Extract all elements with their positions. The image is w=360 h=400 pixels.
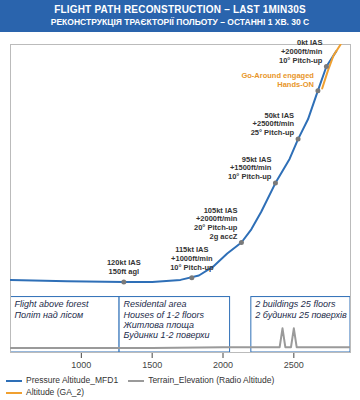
svg-text:2 buildings 25 floors2 будинки: 2 buildings 25 floors2 будинки 25 поверх… <box>254 299 347 319</box>
html-text:FLIGHT PATH RECONSTRUCTION – L: FLIGHT PATH RECONSTRUCTION – LAST 1MIN30… <box>54 4 306 15</box>
svg-text:1000: 1000 <box>71 360 91 370</box>
html-text:Terrain_Elevation (Radio Altit: Terrain_Elevation (Radio Altitude) <box>148 375 275 385</box>
svg-text:2000: 2000 <box>213 360 233 370</box>
html-text:Pressure Altitude_MFD1: Pressure Altitude_MFD1 <box>26 375 119 385</box>
svg-text:2500: 2500 <box>284 360 304 370</box>
svg-text:Residental areaHouses of 1-2 f: Residental areaHouses of 1-2 floorsЖитло… <box>123 299 210 340</box>
svg-text:120kt IAS150ft agl: 120kt IAS150ft agl <box>107 258 141 276</box>
svg-text:50kt IAS+2500ft/min25° Pitch-u: 50kt IAS+2500ft/min25° Pitch-up <box>251 111 295 137</box>
svg-text:1500: 1500 <box>142 360 162 370</box>
svg-text:Flight above forestПоліт над л: Flight above forestПоліт над лісом <box>15 299 90 319</box>
svg-text:0kt IAS+2000ft/min10° Pitch-up: 0kt IAS+2000ft/min10° Pitch-up <box>279 38 323 64</box>
svg-text:105kt IAS+2000ft/min20° Pitch-: 105kt IAS+2000ft/min20° Pitch-up2g accZ <box>194 206 238 241</box>
svg-text:115kt IAS+1000ft/min10° Pitch-: 115kt IAS+1000ft/min10° Pitch-up <box>170 245 214 271</box>
svg-text:95kt IAS+1500ft/min10° Pitch-u: 95kt IAS+1500ft/min10° Pitch-up <box>228 155 272 181</box>
html-text:Altitude (GA_2): Altitude (GA_2) <box>26 387 85 397</box>
html-text:РЕКОНСТРУКЦІЯ ТРАЄКТОРІЇ ПОЛЬО: РЕКОНСТРУКЦІЯ ТРАЄКТОРІЇ ПОЛЬОТУ – ОСТАН… <box>50 17 310 27</box>
svg-text:Go-Around engagedHands-ON: Go-Around engagedHands-ON <box>241 71 314 89</box>
